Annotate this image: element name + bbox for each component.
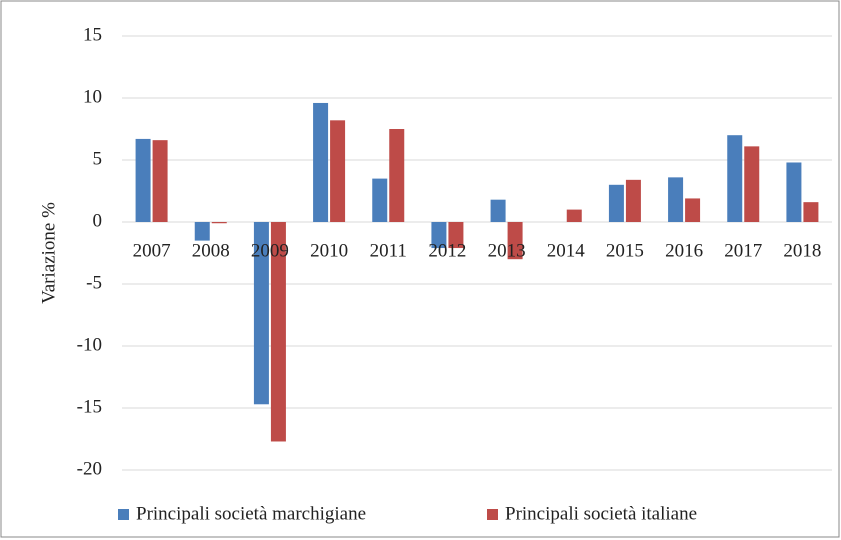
legend-swatch (118, 509, 129, 520)
x-tick-label: 2012 (428, 240, 466, 261)
y-tick-label: 10 (83, 86, 102, 107)
bar (727, 135, 743, 222)
y-tick-label: 15 (83, 24, 102, 45)
x-tick-label: 2015 (606, 240, 644, 261)
legend-swatch (487, 509, 498, 520)
bar (803, 202, 819, 222)
bar (685, 198, 701, 222)
bar (744, 146, 760, 222)
x-tick-label: 2011 (370, 240, 407, 261)
x-tick-label: 2017 (724, 240, 762, 261)
bar (490, 199, 506, 222)
bar (194, 222, 210, 241)
bar (330, 120, 346, 222)
x-tick-label: 2010 (310, 240, 348, 261)
bar (625, 179, 641, 222)
y-tick-label: -20 (77, 458, 102, 479)
bar (135, 138, 151, 222)
x-tick-label: 2008 (192, 240, 230, 261)
bar (389, 129, 405, 222)
x-tick-label: 2009 (251, 240, 289, 261)
y-tick-label: -15 (77, 396, 102, 417)
x-tick-label: 2013 (488, 240, 526, 261)
x-tick-label: 2007 (133, 240, 171, 261)
y-tick-label: 5 (93, 148, 103, 169)
y-axis-label: Variazione % (38, 202, 59, 304)
x-tick-label: 2018 (783, 240, 821, 261)
bar (253, 222, 269, 405)
y-tick-label: -10 (77, 334, 102, 355)
bar (786, 162, 802, 222)
bar (668, 177, 684, 222)
bar (313, 102, 329, 222)
bar (152, 140, 168, 222)
bar (507, 222, 523, 260)
bar (566, 209, 582, 222)
bar (448, 222, 464, 249)
legend-label: Principali società marchigiane (136, 503, 366, 524)
x-tick-label: 2016 (665, 240, 703, 261)
y-tick-label: -5 (86, 272, 102, 293)
y-tick-label: 0 (93, 210, 103, 231)
bar (608, 184, 624, 222)
bar (431, 222, 447, 249)
bar (372, 178, 388, 222)
bar (211, 222, 227, 224)
x-tick-label: 2014 (547, 240, 586, 261)
bar (270, 222, 286, 442)
legend-label: Principali società italiane (505, 503, 697, 524)
